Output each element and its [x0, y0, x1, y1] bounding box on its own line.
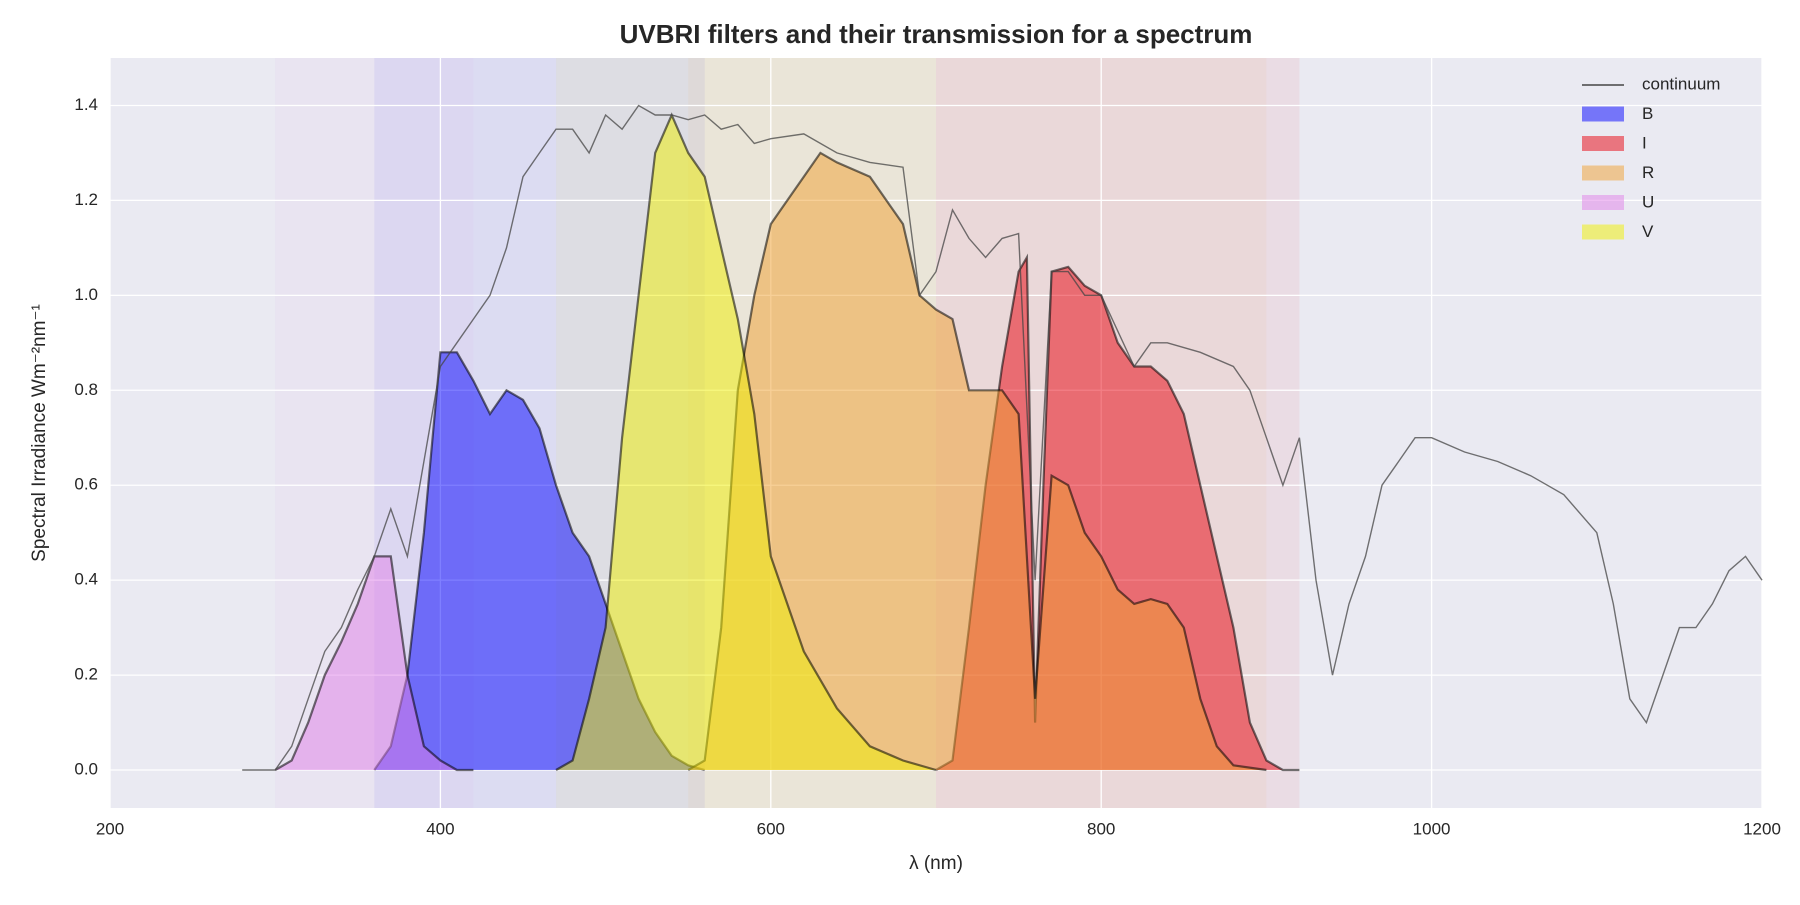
legend-label: U	[1642, 192, 1654, 211]
y-tick-label: 0.4	[74, 570, 98, 589]
x-tick-label: 1200	[1743, 819, 1781, 838]
x-axis-label: λ (nm)	[909, 853, 963, 874]
y-tick-label: 1.4	[74, 95, 98, 114]
filter-outline	[555, 112, 937, 772]
legend-swatch	[1582, 106, 1624, 122]
y-tick-label: 0.6	[74, 475, 98, 494]
legend-label: V	[1642, 222, 1654, 241]
y-tick-label: 0.2	[74, 665, 98, 684]
filter-area	[275, 556, 474, 771]
filter-area	[688, 152, 1267, 771]
x-tick-label: 600	[757, 819, 785, 838]
filter-outline	[687, 151, 1267, 772]
y-axis-label: Spectral Irradiance Wm⁻²nm⁻¹	[29, 304, 50, 562]
x-tick-label: 800	[1087, 819, 1115, 838]
legend-swatch	[1582, 195, 1624, 210]
legend-label: I	[1642, 133, 1647, 152]
x-tick-label: 200	[96, 819, 124, 838]
filter-area	[556, 115, 936, 771]
legend-label: B	[1642, 104, 1653, 123]
x-tick-label: 1000	[1413, 819, 1451, 838]
chart-title: UVBRI filters and their transmission for…	[620, 19, 1253, 49]
y-tick-label: 0.0	[74, 760, 98, 779]
y-tick-label: 1.2	[74, 190, 98, 209]
spectrum-line	[242, 104, 1763, 771]
legend-swatch	[1582, 136, 1624, 151]
legend-label: R	[1642, 163, 1654, 182]
x-tick-label: 400	[426, 819, 454, 838]
legend-label: continuum	[1642, 74, 1720, 93]
legend-swatch	[1582, 224, 1624, 240]
y-tick-label: 0.8	[74, 380, 98, 399]
legend-swatch	[1582, 165, 1624, 181]
y-tick-label: 1.0	[74, 285, 98, 304]
